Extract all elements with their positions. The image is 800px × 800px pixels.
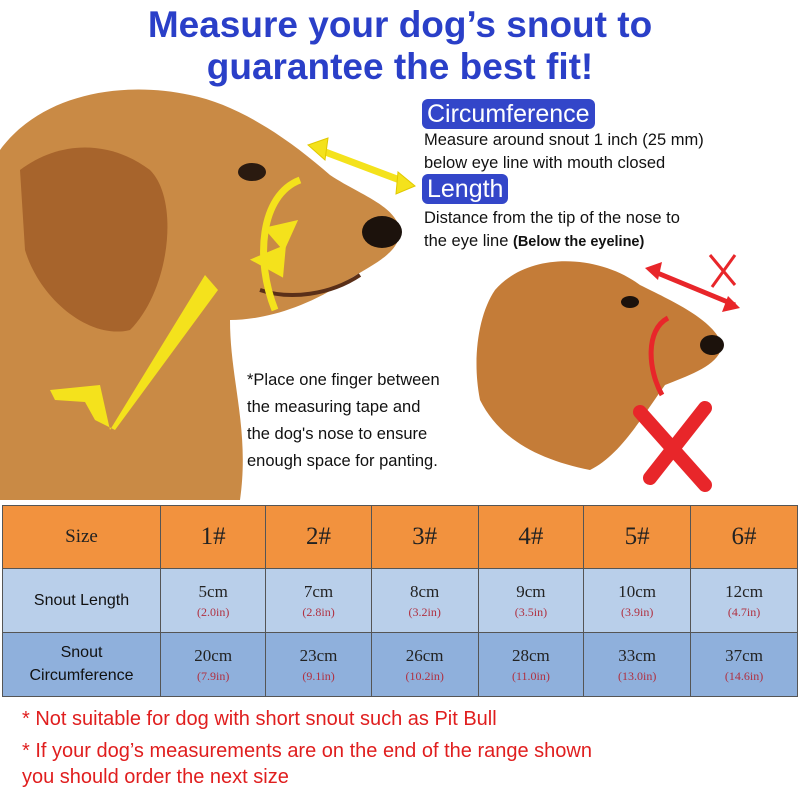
title-line-1: Measure your dog’s snout to — [147, 4, 653, 45]
cell-in: (9.1in) — [302, 668, 335, 683]
circumference-desc-line-2: below eye line with mouth closed — [424, 154, 666, 172]
table-row-snout-length: Snout Length 5cm (2.0in) 7cm (2.8in) 8cm (3… — [2, 568, 798, 633]
circumference-description: Measure around snout 1 inch (25 mm) belo… — [424, 129, 704, 175]
footnote-range-line-1: * If your dog’s measurements are on the … — [22, 740, 592, 762]
note-line-2: the measuring tape and — [247, 398, 421, 416]
cell-in: (14.6in) — [724, 668, 764, 683]
title-line-2: guarantee the best fit! — [206, 46, 594, 87]
size-2: 2# — [265, 505, 372, 569]
cell-cm: 26cm — [405, 645, 444, 665]
table-cell: 28cm (11.0in) — [477, 632, 585, 697]
size-5: 5# — [583, 505, 692, 569]
length-arrow-icon — [307, 137, 416, 195]
size-1: 1# — [159, 505, 267, 569]
cell-cm: 8cm — [410, 581, 440, 601]
size-3: 3# — [370, 505, 479, 569]
circumference-arrow-icon — [249, 176, 302, 312]
cell-in: (7.9in) — [197, 668, 230, 683]
table-cell: 5cm (2.0in) — [159, 568, 267, 633]
table-cell: 12cm (4.7in) — [690, 568, 798, 633]
length-label: Length — [422, 174, 509, 204]
cell-cm: 10cm — [618, 581, 657, 601]
length-desc-line-2: the eye line (Below the eyeline) — [424, 230, 680, 254]
row-label-line-1: Snout — [60, 644, 103, 661]
cell-in: (11.0in) — [511, 668, 550, 683]
cell-in: (3.2in) — [408, 604, 441, 619]
header-size-label: Size — [2, 505, 161, 569]
dog-image-small — [476, 261, 724, 470]
size-4: 4# — [477, 505, 585, 569]
row-label: Snout Length — [2, 568, 161, 633]
table-cell: 9cm (3.5in) — [477, 568, 585, 633]
cell-cm: 5cm — [198, 581, 228, 601]
note-line-4: enough space for panting. — [247, 452, 438, 470]
cell-in: (2.8in) — [302, 604, 335, 619]
cell-cm: 28cm — [512, 645, 550, 665]
cell-in: (4.7in) — [727, 604, 761, 619]
table-header-row: Size 1# 2# 3# 4# 5# 6# — [2, 505, 798, 569]
cell-in: (10.2in) — [405, 668, 444, 683]
length-desc-bold: (Below the eyeline) — [512, 234, 645, 250]
cell-cm: 23cm — [299, 645, 338, 665]
row-label-line-2: Circumference — [29, 667, 134, 684]
circumference-desc-line-1: Measure around snout 1 inch (25 mm) — [424, 131, 704, 149]
cell-cm: 20cm — [194, 645, 233, 665]
table-cell: 10cm (3.9in) — [583, 568, 692, 633]
cell-cm: 37cm — [725, 645, 763, 665]
circumference-label: Circumference — [422, 99, 595, 129]
finger-note: *Place one finger between the measuring … — [247, 367, 440, 475]
wrong-arrow-icon — [645, 262, 740, 397]
size-6: 6# — [690, 505, 798, 569]
cell-cm: 7cm — [303, 581, 334, 601]
note-line-1: *Place one finger between — [247, 371, 440, 389]
table-row-snout-circumference: Snout Circumference 20cm (7.9in) 23cm (9.1i… — [2, 632, 798, 697]
cell-cm: 12cm — [725, 581, 763, 601]
size-chart-table: Size 1# 2# 3# 4# 5# 6# Snout Length 5cm (… — [2, 505, 798, 697]
large-x-icon — [633, 401, 712, 492]
footnote-range-line-2: you should order the next size — [22, 766, 289, 788]
table-cell: 20cm (7.9in) — [159, 632, 267, 697]
table-cell: 37cm (14.6in) — [690, 632, 798, 697]
table-cell: 7cm (2.8in) — [265, 568, 372, 633]
checkmark-icon — [50, 275, 218, 430]
length-desc-line-1: Distance from the tip of the nose to — [424, 209, 680, 227]
cell-cm: 33cm — [618, 645, 657, 665]
cell-in: (13.0in) — [618, 668, 657, 683]
illustration — [0, 89, 740, 501]
cell-in: (3.9in) — [621, 604, 654, 619]
cell-in: (2.0in) — [197, 604, 230, 619]
row-label: Snout Circumference — [2, 632, 161, 697]
table-cell: 23cm (9.1in) — [265, 632, 372, 697]
cell-in: (3.5in) — [514, 604, 548, 619]
length-description: Distance from the tip of the nose to the… — [424, 207, 680, 254]
table-cell: 8cm (3.2in) — [370, 568, 479, 633]
length-desc-text: the eye line — [424, 232, 513, 250]
cell-cm: 9cm — [516, 581, 546, 601]
footnote-short-snout: * Not suitable for dog with short snout … — [22, 708, 497, 730]
note-line-3: the dog's nose to ensure — [247, 425, 428, 443]
small-x-icon — [708, 254, 737, 288]
table-cell: 26cm (10.2in) — [370, 632, 479, 697]
table-cell: 33cm (13.0in) — [583, 632, 692, 697]
